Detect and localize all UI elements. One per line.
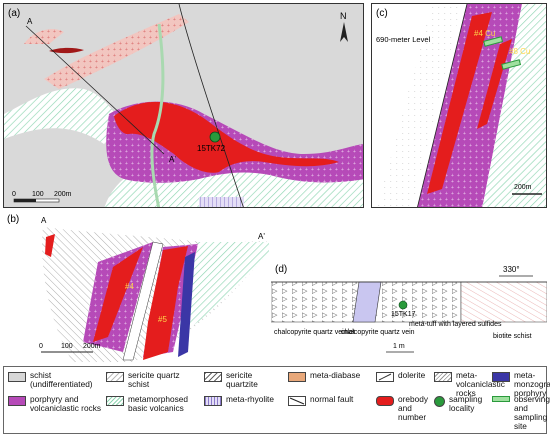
orebody-4 [427, 12, 492, 194]
north-label: N [340, 11, 347, 21]
panel-c-label: (c) [376, 8, 388, 19]
schist-band [24, 29, 64, 44]
annotation-veinlet: chalcopyrite quartz veinlet [274, 329, 355, 336]
panel-b-section: + (b) A A' #4 #5 0 100 200m [3, 212, 269, 362]
orebody-label-8cu: #8 Cu [509, 47, 530, 56]
section-end-a: A [27, 17, 33, 26]
metabasic-unit [4, 88, 124, 144]
svg-text:200m: 200m [54, 191, 72, 198]
orientation-label: 330° [503, 265, 520, 274]
orebody-5 [143, 246, 188, 360]
legend: schist (undifferentiated) sericite quart… [3, 366, 550, 434]
normal-fault [417, 4, 468, 207]
level-label: 690-meter Level [376, 35, 431, 44]
panel-d-svg: ▷ (d) 330° 15TK17 chalcopyrite quartz ve… [271, 264, 547, 353]
schist-swatch [8, 372, 26, 382]
monzogranite-unit [178, 252, 195, 357]
orebody-small [45, 234, 55, 257]
orebody-4 [93, 247, 143, 342]
svg-text:1 m: 1 m [393, 343, 405, 350]
legend-item-dolerite: dolerite [376, 371, 432, 382]
panel-d-sketch: ▷ (d) 330° 15TK17 chalcopyrite quartz ve… [271, 262, 547, 362]
panel-a-scale-bar: 0 100 200m [12, 191, 72, 203]
section-end-a-prime: A' [258, 232, 265, 241]
orebody-swatch [376, 396, 394, 406]
annotation-vein: chalcopyrite quartz vein [341, 329, 415, 336]
panel-c-map: + · (c) 690-meter Level #4 Cu #8 Cu 200m [371, 3, 547, 208]
sampling-locality-15TK17[interactable] [398, 300, 408, 310]
panel-b-svg: + (b) A A' #4 #5 0 100 200m [7, 214, 269, 362]
svg-text:0: 0 [12, 191, 16, 198]
svg-text:200m: 200m [83, 343, 101, 350]
legend-item-schist: schist (undifferentiated) [8, 371, 104, 389]
sampling-locality-swatch [434, 396, 445, 407]
orebody-main [114, 101, 339, 173]
legend-item-fault: normal fault [288, 395, 374, 406]
svg-text:100: 100 [61, 343, 73, 350]
rhyolite-unit [199, 197, 244, 207]
volcaniclastic-band [377, 4, 462, 207]
legend-item-volcaniclastic: meta-volcaniclastic rocks [434, 371, 505, 398]
legend-item-rhyolite: meta-rhyolite [204, 395, 286, 406]
dolerite-swatch [376, 372, 394, 382]
orebody-label-4cu: #4 Cu [474, 29, 495, 38]
legend-item-quartzite: sericite quartzite [204, 371, 286, 389]
dolerite-dike [150, 23, 165, 207]
porphyry-swatch [8, 396, 26, 406]
orebody-8 [477, 39, 512, 129]
orebody-small [49, 47, 84, 54]
metabasic-swatch [106, 396, 124, 406]
sample-label-15TK72: 15TK72 [197, 144, 226, 153]
legend-item-observing: observing and sampling site [492, 395, 550, 431]
legend-item-sericite: sericite quartz schist [106, 371, 202, 389]
observing-site[interactable] [483, 36, 504, 47]
section-end-a-prime: A' [169, 155, 176, 164]
panel-d-label: (d) [275, 264, 287, 275]
volcaniclastic-band [122, 241, 164, 361]
orebody-label-4: #4 [125, 282, 134, 291]
panel-b-label: (b) [7, 214, 19, 225]
metabasic-unit [482, 4, 546, 207]
metabasic-unit [178, 242, 269, 337]
rhyolite-swatch [204, 396, 222, 406]
normal-fault [178, 4, 244, 207]
biotite-schist-unit [460, 281, 547, 323]
panel-d-scale-bar: 1 m [386, 343, 414, 353]
legend-item-monzogranite: meta-monzogranite porphyry [492, 371, 550, 398]
sample-label-15TK17: 15TK17 [391, 311, 416, 318]
legend-item-metabasic: metamorphosed basic volcanics [106, 395, 204, 413]
svg-text:200m: 200m [514, 184, 532, 191]
panel-a-map: + + (a [3, 3, 364, 208]
sampling-locality-15TK72[interactable] [209, 131, 221, 143]
section-line [25, 25, 165, 155]
monzogranite-swatch [492, 372, 510, 382]
panel-a-svg: + + (a [4, 4, 363, 207]
legend-item-diabase: meta-diabase [288, 371, 376, 382]
north-arrow-icon [340, 22, 348, 42]
legend-item-sampling: sampling locality [434, 395, 490, 413]
panel-c-svg: + · (c) 690-meter Level #4 Cu #8 Cu 200m [372, 4, 546, 207]
panel-b-scale-bar: 0 100 200m [39, 343, 101, 353]
annotation-tuff: meta-tuff with layered sulfides [409, 321, 502, 328]
svg-text:0: 0 [39, 343, 43, 350]
quartzite-swatch [204, 372, 222, 382]
schist-band [119, 18, 179, 54]
annotation-biotite: biotite schist [493, 333, 532, 340]
panel-c-scale-bar: 200m [512, 184, 542, 195]
volcaniclastic-swatch [434, 372, 452, 382]
observing-site[interactable] [501, 59, 522, 70]
legend-item-porphyry: porphyry and volcaniclastic rocks [8, 395, 104, 413]
panel-a-label: (a) [8, 8, 20, 19]
observing-site-swatch [492, 396, 510, 402]
normal-fault-swatch [288, 396, 306, 406]
diabase-swatch [288, 372, 306, 382]
legend-item-orebody: orebody and number [376, 395, 432, 422]
sericite-swatch [106, 372, 124, 382]
svg-text:100: 100 [32, 191, 44, 198]
section-end-a: A [41, 216, 47, 225]
orebody-label-5: #5 [158, 315, 167, 324]
